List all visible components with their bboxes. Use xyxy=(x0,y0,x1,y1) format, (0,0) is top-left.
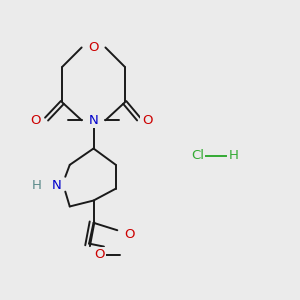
Text: O: O xyxy=(142,114,152,127)
Text: O: O xyxy=(88,41,99,54)
Text: O: O xyxy=(94,248,105,261)
Text: N: N xyxy=(89,114,98,127)
Text: N: N xyxy=(52,179,61,192)
Text: Cl: Cl xyxy=(191,149,204,162)
Text: H: H xyxy=(228,149,238,162)
Text: H: H xyxy=(32,179,42,192)
Text: O: O xyxy=(124,228,134,241)
Text: O: O xyxy=(30,114,41,127)
